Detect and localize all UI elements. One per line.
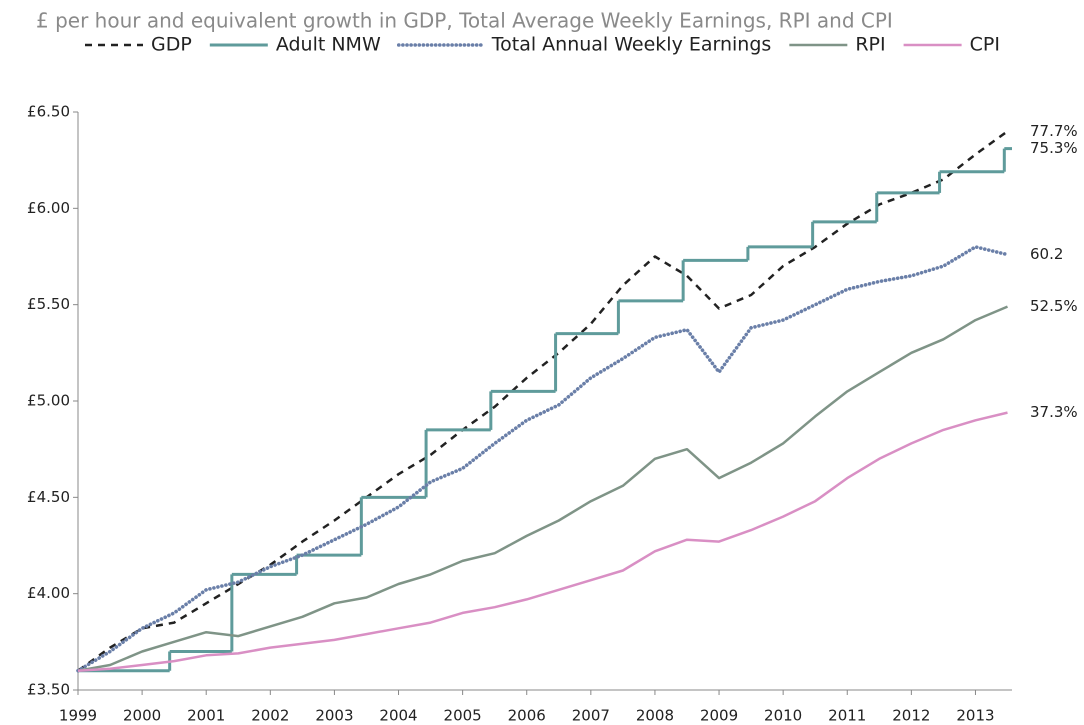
x-tick-label: 2012 [892,707,930,725]
x-tick-label: 2013 [956,707,994,725]
end-label: 52.5% [1030,297,1078,315]
x-tick-label: 2005 [444,707,482,725]
end-label: 37.3% [1030,403,1078,421]
x-tick-label: 2000 [123,707,161,725]
x-tick-label: 2004 [379,707,417,725]
x-tick-label: 2011 [828,707,866,725]
series-line [76,245,1010,673]
y-tick-label: £6.50 [27,103,70,121]
x-tick-label: 2007 [572,707,610,725]
x-tick-label: 2008 [636,707,674,725]
y-tick-label: £5.50 [27,295,70,313]
legend-label: Adult NMW [276,34,381,56]
legend-label: CPI [970,34,1000,56]
x-tick-label: 2009 [700,707,738,725]
y-tick-label: £5.00 [27,392,70,410]
legend-label: Total Annual Weekly Earnings [491,34,772,56]
x-tick-label: 2003 [315,707,353,725]
y-tick-label: £4.00 [27,584,70,602]
legend-label: GDP [151,34,192,56]
end-label: 77.7% [1030,122,1078,140]
series-line [77,305,1008,672]
series-line [77,411,1008,672]
y-tick-label: £3.50 [27,681,70,699]
legend-label: RPI [855,34,885,56]
y-tick-label: £4.50 [27,488,70,506]
x-tick-label: 2010 [764,707,802,725]
y-tick-label: £6.00 [27,199,70,217]
x-tick-label: 2006 [508,707,546,725]
chart-title: £ per hour and equivalent growth in GDP,… [36,9,893,33]
x-tick-label: 2001 [187,707,225,725]
x-tick-label: 1999 [59,707,97,725]
x-tick-label: 2002 [251,707,289,725]
end-label: 60.2 [1030,245,1063,263]
series-line [77,130,1009,672]
end-label: 75.3% [1030,139,1078,157]
